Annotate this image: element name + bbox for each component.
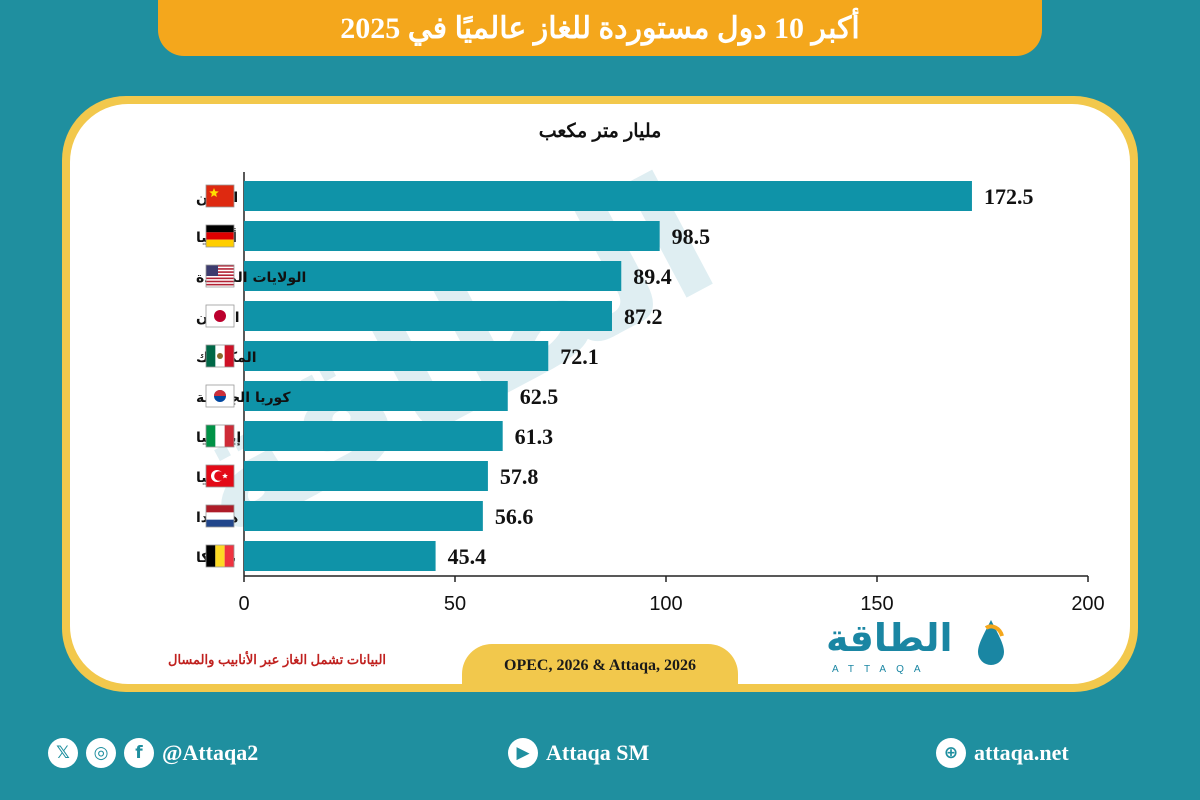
- bar-value-label: 61.3: [515, 424, 554, 449]
- turkey-flag-icon: [205, 464, 235, 488]
- facebook-icon[interactable]: f: [124, 738, 154, 768]
- usa-flag-icon: [205, 264, 235, 288]
- youtube-link: ▶ Attaqa SM: [508, 738, 649, 768]
- bar-value-label: 89.4: [633, 264, 672, 289]
- youtube-handle[interactable]: Attaqa SM: [546, 740, 650, 765]
- bar: [244, 381, 508, 411]
- belgium-flag-icon: [205, 544, 235, 568]
- italy-flag-icon: [205, 424, 235, 448]
- website-link: ⊕ attaqa.net: [936, 738, 1069, 768]
- source-text: OPEC, 2026 & Attaqa, 2026: [504, 657, 696, 674]
- drop-icon: [978, 620, 1004, 665]
- instagram-icon[interactable]: ◎: [86, 738, 116, 768]
- social-links: 𝕏 ◎ f @Attaqa2: [48, 738, 258, 768]
- attaqa-logo: الطاقة ATTAQA: [826, 616, 1012, 680]
- website-url[interactable]: attaqa.net: [974, 740, 1069, 765]
- bar-value-label: 57.8: [500, 464, 539, 489]
- bar: [244, 501, 483, 531]
- bar-value-label: 72.1: [560, 344, 599, 369]
- bar-value-label: 87.2: [624, 304, 663, 329]
- bar: [244, 541, 436, 571]
- social-handle[interactable]: @Attaqa2: [162, 740, 259, 765]
- x-tick-label: 0: [238, 593, 249, 615]
- x-tick-label: 200: [1071, 593, 1104, 615]
- bar: [244, 261, 622, 291]
- bar-value-label: 98.5: [672, 224, 711, 249]
- bar-value-label: 45.4: [448, 544, 487, 569]
- china-flag-icon: [205, 184, 235, 208]
- youtube-icon[interactable]: ▶: [508, 738, 538, 768]
- unit-label: مليار متر مكعب: [538, 121, 662, 142]
- x-tick-label: 100: [649, 593, 682, 615]
- x-icon[interactable]: 𝕏: [48, 738, 78, 768]
- source-pill: OPEC, 2026 & Attaqa, 2026: [462, 644, 738, 688]
- bar: [244, 341, 549, 371]
- bar: [244, 181, 972, 211]
- x-tick-label: 150: [860, 593, 893, 615]
- globe-icon[interactable]: ⊕: [936, 738, 966, 768]
- mexico-flag-icon: [205, 344, 235, 368]
- bar-value-label: 62.5: [520, 384, 559, 409]
- bar: [244, 221, 660, 251]
- bar: [244, 301, 612, 331]
- bar: [244, 421, 503, 451]
- data-note: البيانات تشمل الغاز عبر الأنابيب والمسال: [168, 652, 387, 667]
- south-korea-flag-icon: [205, 384, 235, 408]
- bar: [244, 461, 488, 491]
- title-banner: أكبر 10 دول مستوردة للغاز عالميًا في 202…: [158, 0, 1042, 56]
- page-title: أكبر 10 دول مستوردة للغاز عالميًا في 202…: [340, 11, 860, 45]
- germany-flag-icon: [205, 224, 235, 248]
- bar-value-label: 172.5: [984, 184, 1033, 209]
- bar-value-label: 56.6: [495, 504, 534, 529]
- logo-latin: ATTAQA: [832, 664, 931, 675]
- logo-text: الطاقة: [826, 616, 953, 660]
- netherlands-flag-icon: [205, 504, 235, 528]
- japan-flag-icon: [205, 304, 235, 328]
- x-tick-label: 50: [444, 593, 466, 615]
